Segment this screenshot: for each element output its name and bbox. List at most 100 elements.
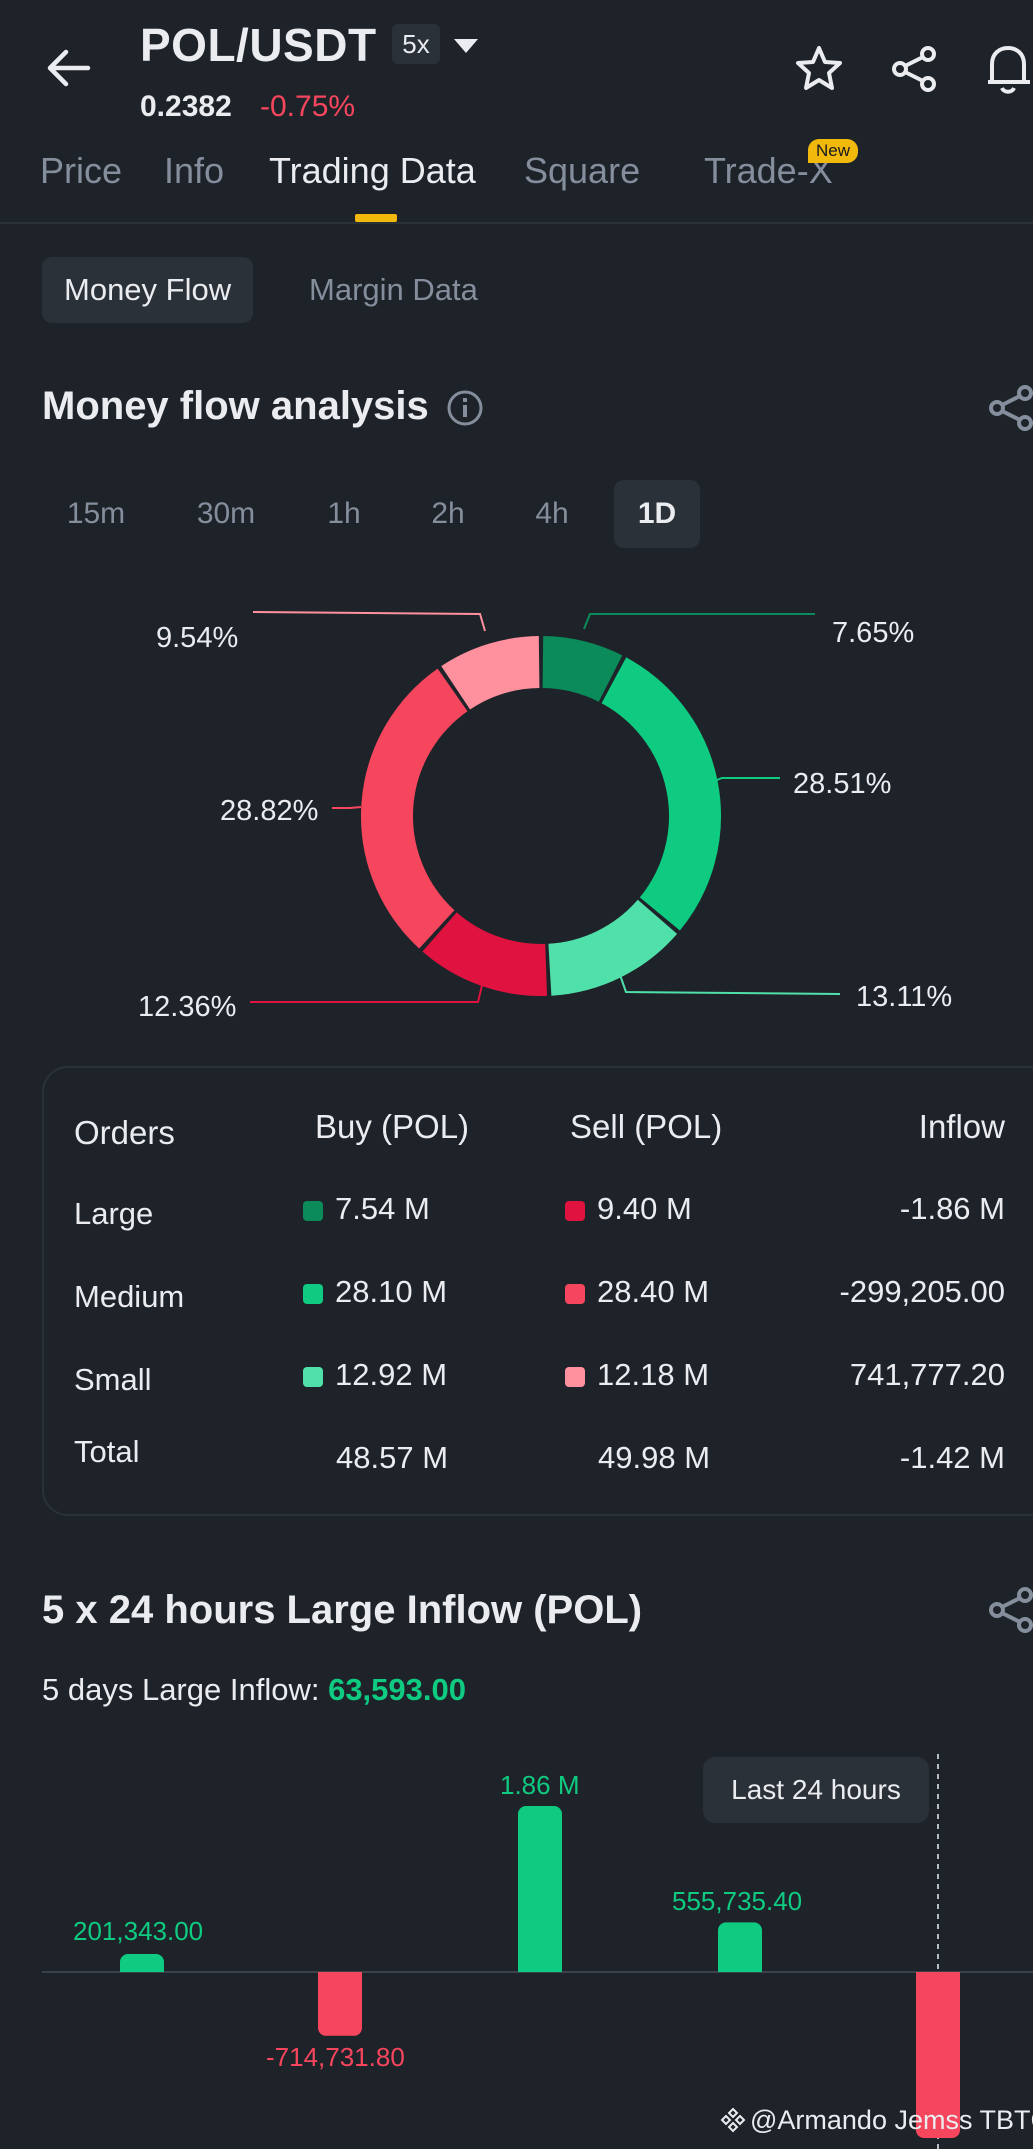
five-day-inflow-summary: 5 days Large Inflow: 63,593.00: [42, 1672, 466, 1708]
large-sell-value: 9.40 M: [597, 1191, 692, 1226]
col-header-sell: Sell (POL): [570, 1108, 723, 1145]
large-buy-value: 7.54 M: [335, 1191, 430, 1226]
inflow-bar-5[interactable]: [916, 1972, 960, 2138]
timeframe-2h[interactable]: 2h: [431, 497, 465, 530]
back-arrow-icon: [47, 49, 91, 87]
table-row: 12.18 M: [565, 1357, 709, 1393]
pair-title[interactable]: POL/USDT: [140, 19, 377, 71]
total-inflow-value: -1.42 M: [899, 1440, 1005, 1475]
subtab-margin-data[interactable]: Margin Data: [309, 272, 478, 307]
favorite-button[interactable]: [794, 44, 844, 94]
small-sell-value: 12.18 M: [597, 1357, 710, 1392]
col-header-inflow: Inflow: [918, 1108, 1005, 1145]
info-icon: [447, 390, 483, 426]
row-label-small: Small: [74, 1362, 152, 1397]
legend-swatch: [565, 1283, 585, 1304]
last-price: 0.2382: [140, 90, 232, 123]
legend-swatch: [303, 1200, 323, 1221]
legend-swatch: [303, 1366, 323, 1387]
bell-icon: [988, 46, 1030, 94]
timeframe-15m[interactable]: 15m: [66, 497, 126, 530]
timeframe-1d[interactable]: 1D: [614, 480, 700, 548]
donut-segment-large-buy: [541, 636, 623, 703]
row-label-total: Total: [74, 1434, 140, 1469]
small-buy-value: 12.92 M: [335, 1357, 448, 1392]
donut-segment-small-sell: [441, 636, 541, 710]
leader-line-small-sell: [252, 611, 486, 632]
table-row: 9.40 M: [565, 1191, 692, 1227]
share-icon: [989, 385, 1033, 431]
binance-logo-icon: [720, 2107, 746, 2133]
subtab-money-flow[interactable]: Money Flow: [42, 257, 254, 323]
inflow-bar-base-4: [718, 1964, 762, 1972]
total-buy-value: 48.57 M: [336, 1440, 449, 1475]
donut-label-large-sell: 12.36%: [138, 991, 237, 1023]
inflow-bar-base-3: [518, 1964, 562, 1972]
pair-dropdown-button[interactable]: [452, 36, 480, 56]
back-button[interactable]: [44, 48, 92, 88]
total-sell-value: 49.98 M: [598, 1440, 711, 1475]
inflow-bar-2[interactable]: [318, 1972, 362, 2036]
active-tab-indicator: [355, 214, 397, 222]
legend-swatch: [303, 1283, 323, 1304]
donut-label-medium-sell: 28.82%: [220, 795, 319, 827]
inflow-bar-4[interactable]: [718, 1922, 762, 1972]
donut-label-medium-buy: 28.51%: [793, 768, 892, 800]
five-day-inflow-value: 63,593.00: [328, 1672, 466, 1707]
leader-line-medium-sell: [332, 806, 362, 809]
col-header-orders: Orders: [74, 1114, 175, 1151]
table-row: 7.54 M: [303, 1191, 430, 1227]
donut-label-large-buy: 7.65%: [832, 617, 915, 649]
bar-label-4: 555,735.40: [672, 1886, 803, 1916]
bar-label-2: -714,731.80: [266, 2042, 405, 2072]
large-inflow-title: 5 x 24 hours Large Inflow (POL): [42, 1588, 643, 1632]
share-button[interactable]: [890, 44, 940, 94]
leverage-badge: 5x: [392, 24, 440, 64]
medium-inflow-value: -299,205.00: [839, 1274, 1005, 1309]
bar-label-1: 201,343.00: [73, 1916, 204, 1946]
share-icon: [989, 1587, 1033, 1633]
price-change: -0.75%: [260, 90, 356, 123]
large-inflow-bar-chart: [42, 1754, 1033, 2149]
new-badge: New: [808, 139, 859, 163]
tab-info[interactable]: Info: [164, 150, 225, 191]
donut-segment-medium-sell: [361, 668, 468, 949]
medium-sell-value: 28.40 M: [597, 1274, 710, 1309]
donut-segment-large-sell: [422, 911, 547, 996]
row-label-large: Large: [74, 1196, 154, 1231]
timeframe-30m[interactable]: 30m: [196, 497, 256, 530]
orders-table: [42, 1066, 1033, 1516]
legend-swatch: [565, 1366, 585, 1387]
inflow-bar-3[interactable]: [518, 1806, 562, 1972]
inflow-bar-base-2: [318, 1972, 362, 1980]
large-inflow-share-button[interactable]: [988, 1586, 1033, 1634]
money-flow-share-button[interactable]: [988, 384, 1033, 432]
chart-tooltip: Last 24 hours: [703, 1757, 929, 1823]
row-label-medium: Medium: [74, 1279, 185, 1314]
bar-label-3: 1.86 M: [500, 1770, 580, 1800]
small-inflow-value: 741,777.20: [849, 1357, 1005, 1392]
tab-trading-data[interactable]: Trading Data: [269, 150, 476, 191]
watermark-text: @Armando Jemss TBTC: [750, 2105, 1033, 2135]
inflow-bar-base-1: [120, 1964, 164, 1972]
watermark: @Armando Jemss TBTC: [720, 2105, 1033, 2136]
inflow-bar-base-5: [916, 1972, 960, 1980]
money-flow-title: Money flow analysis: [42, 384, 429, 428]
timeframe-4h[interactable]: 4h: [535, 497, 569, 530]
timeframe-1h[interactable]: 1h: [327, 497, 361, 530]
tab-price[interactable]: Price: [40, 150, 123, 191]
share-icon: [892, 46, 936, 92]
five-day-inflow-label: 5 days Large Inflow:: [42, 1672, 320, 1707]
money-flow-info-button[interactable]: [446, 389, 484, 427]
leader-line-small-buy: [618, 971, 841, 995]
notification-button[interactable]: [984, 40, 1033, 96]
table-row: 28.10 M: [303, 1274, 447, 1310]
leader-line-medium-buy: [711, 777, 780, 783]
table-row: 28.40 M: [565, 1274, 709, 1310]
tab-square[interactable]: Square: [524, 150, 641, 191]
donut-label-small-sell: 9.54%: [156, 622, 239, 654]
money-flow-donut-chart: [250, 611, 841, 1003]
donut-segment-medium-buy: [601, 657, 721, 931]
donut-label-small-buy: 13.11%: [856, 981, 953, 1013]
dropdown-triangle-icon: [454, 39, 478, 53]
